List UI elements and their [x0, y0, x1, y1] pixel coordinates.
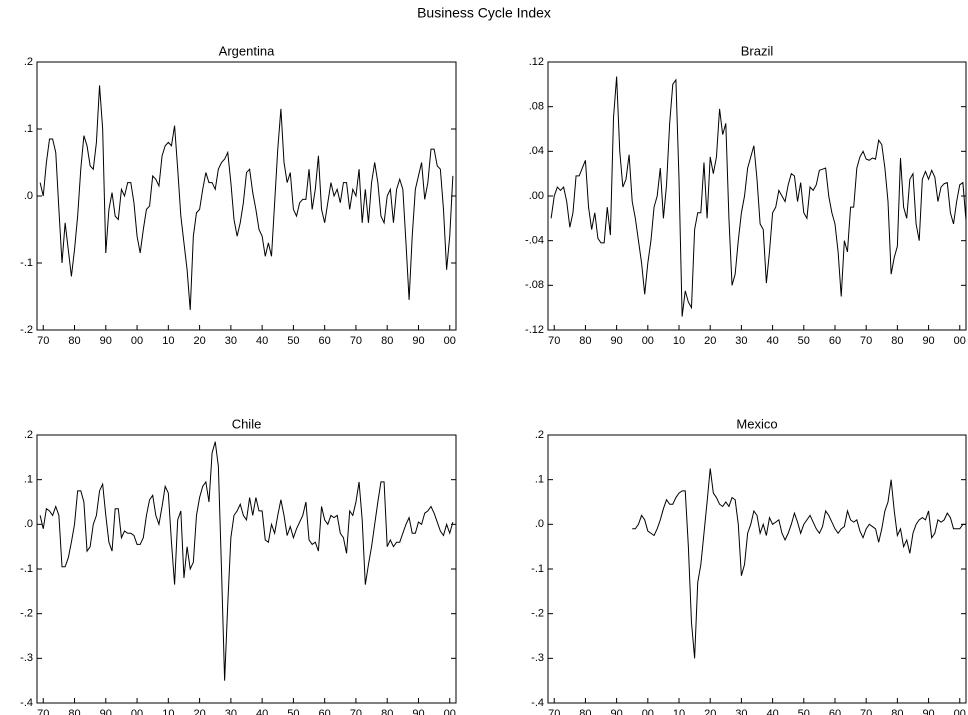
figure-title: Business Cycle Index — [417, 5, 551, 21]
x-tick-label: 30 — [735, 335, 747, 347]
x-tick-label: 00 — [642, 708, 654, 715]
x-tick-label: 00 — [444, 335, 456, 347]
x-tick-label: 60 — [829, 708, 841, 715]
y-tick-label: .0 — [24, 190, 33, 202]
panel-title: Mexico — [736, 416, 777, 431]
x-tick-label: 90 — [922, 335, 934, 347]
x-tick-label: 00 — [954, 335, 966, 347]
y-tick-label: .1 — [24, 123, 33, 135]
y-tick-label: -.3 — [531, 652, 544, 664]
y-tick-label: -.1 — [531, 563, 544, 575]
x-tick-label: 80 — [579, 335, 591, 347]
y-tick-label: .0 — [535, 518, 544, 530]
y-tick-label: .00 — [529, 190, 544, 202]
x-tick-label: 70 — [860, 335, 872, 347]
x-tick-label: 40 — [766, 335, 778, 347]
x-tick-label: 80 — [891, 708, 903, 715]
x-tick-label: 70 — [37, 708, 49, 715]
y-tick-label: .12 — [529, 56, 544, 68]
y-tick-label: -.3 — [20, 652, 33, 664]
x-tick-label: 70 — [548, 335, 560, 347]
y-tick-label: .1 — [24, 474, 33, 486]
plot-frame — [36, 434, 457, 704]
y-tick-label: .2 — [24, 56, 33, 68]
x-tick-label: 70 — [548, 708, 560, 715]
x-tick-label: 50 — [287, 708, 299, 715]
x-tick-label: 20 — [193, 708, 205, 715]
x-tick-label: 40 — [256, 335, 268, 347]
x-tick-label: 90 — [412, 335, 424, 347]
series-line — [632, 468, 966, 659]
x-tick-label: 70 — [37, 335, 49, 347]
y-tick-label: -.08 — [525, 279, 544, 291]
y-tick-label: -.2 — [531, 608, 544, 620]
x-tick-label: 80 — [68, 708, 80, 715]
y-tick-label: -.04 — [525, 235, 544, 247]
x-tick-label: 20 — [704, 708, 716, 715]
x-tick-label: 40 — [256, 708, 268, 715]
x-tick-label: 20 — [704, 335, 716, 347]
y-tick-label: -.4 — [20, 697, 33, 709]
x-tick-label: 80 — [68, 335, 80, 347]
x-tick-label: 50 — [798, 708, 810, 715]
x-tick-label: 00 — [131, 708, 143, 715]
panel-title: Argentina — [219, 43, 275, 58]
x-tick-label: 80 — [381, 708, 393, 715]
x-tick-label: 20 — [193, 335, 205, 347]
x-tick-label: 10 — [162, 708, 174, 715]
y-tick-label: .2 — [535, 429, 544, 441]
x-tick-label: 80 — [579, 708, 591, 715]
x-tick-label: 30 — [735, 708, 747, 715]
y-tick-label: -.1 — [20, 563, 33, 575]
x-tick-label: 80 — [891, 335, 903, 347]
x-tick-label: 00 — [444, 708, 456, 715]
x-tick-label: 10 — [162, 335, 174, 347]
x-tick-label: 80 — [381, 335, 393, 347]
y-tick-label: .04 — [529, 145, 544, 157]
panel-title: Brazil — [741, 43, 774, 58]
plot-frame — [36, 61, 457, 331]
x-tick-label: 40 — [766, 708, 778, 715]
y-tick-label: -.1 — [20, 257, 33, 269]
x-tick-label: 10 — [673, 708, 685, 715]
y-tick-label: -.12 — [525, 324, 544, 336]
y-tick-label: .1 — [535, 474, 544, 486]
y-tick-label: -.2 — [20, 324, 33, 336]
panel-title: Chile — [232, 416, 262, 431]
x-tick-label: 30 — [225, 335, 237, 347]
series-line — [550, 76, 967, 317]
y-tick-label: -.4 — [531, 697, 544, 709]
x-tick-label: 90 — [100, 335, 112, 347]
x-tick-label: 50 — [287, 335, 299, 347]
x-tick-label: 90 — [412, 708, 424, 715]
x-tick-label: 60 — [829, 335, 841, 347]
x-tick-label: 50 — [798, 335, 810, 347]
x-tick-label: 10 — [673, 335, 685, 347]
plot-frame — [547, 434, 967, 704]
x-tick-label: 00 — [131, 335, 143, 347]
y-tick-label: .0 — [24, 518, 33, 530]
x-tick-label: 30 — [225, 708, 237, 715]
x-tick-label: 90 — [611, 708, 623, 715]
x-tick-label: 00 — [954, 708, 966, 715]
x-tick-label: 70 — [350, 708, 362, 715]
x-tick-label: 60 — [319, 708, 331, 715]
series-line — [39, 441, 454, 681]
series-line — [39, 85, 454, 310]
x-tick-label: 00 — [642, 335, 654, 347]
y-tick-label: -.2 — [20, 608, 33, 620]
x-tick-label: 90 — [100, 708, 112, 715]
x-tick-label: 70 — [860, 708, 872, 715]
y-tick-label: .08 — [529, 101, 544, 113]
x-tick-label: 90 — [611, 335, 623, 347]
x-tick-label: 60 — [319, 335, 331, 347]
x-tick-label: 70 — [350, 335, 362, 347]
x-tick-label: 90 — [922, 708, 934, 715]
y-tick-label: .2 — [24, 429, 33, 441]
